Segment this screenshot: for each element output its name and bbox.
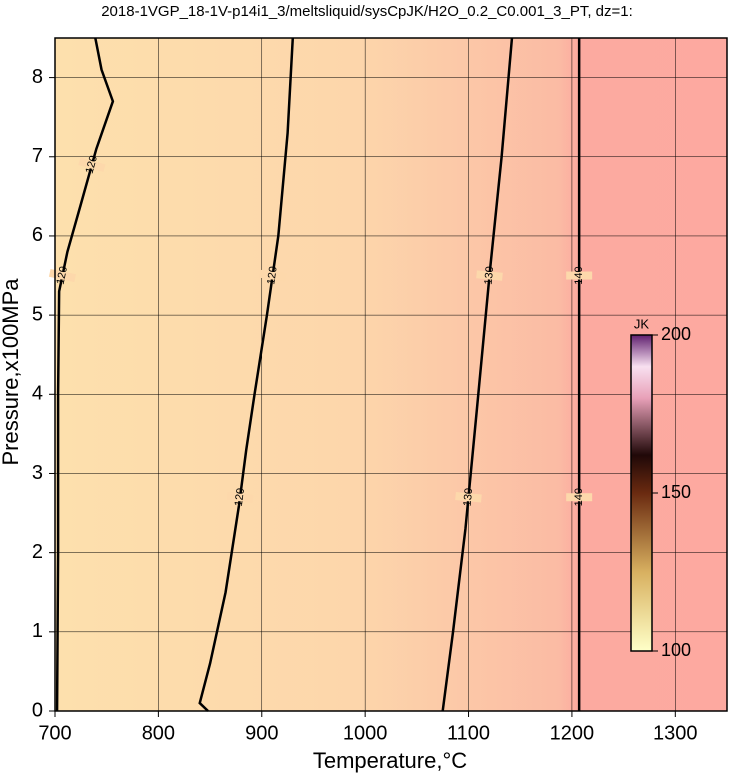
y-tick-label: 7 (32, 145, 43, 167)
plot-frame (54, 37, 728, 712)
y-tick-label: 2 (32, 541, 43, 563)
x-tick-label: 800 (142, 722, 175, 744)
contour-label-bg (566, 493, 593, 502)
x-tick-label: 900 (245, 722, 278, 744)
contour-label-bg (259, 269, 287, 282)
contour-label-bg (226, 491, 254, 503)
contour-label-bg (476, 270, 503, 281)
y-tick-label: 0 (32, 699, 43, 721)
contour-label: 140 (573, 266, 585, 284)
x-axis-label: Temperature,°C (313, 748, 467, 773)
colorbar: JK 100 150 200 (630, 316, 691, 660)
y-tick-label: 8 (32, 66, 43, 88)
y-axis-label: Pressure,x100MPa (0, 278, 23, 466)
contour-line (198, 37, 295, 712)
x-tick-label: 1200 (550, 722, 595, 744)
contour-label-bg (566, 271, 593, 280)
contour-label: 130 (462, 488, 476, 507)
y-tick-label: 1 (32, 620, 43, 642)
x-tick-label: 1000 (343, 722, 388, 744)
plot-background (55, 38, 727, 711)
chart-title: 2018-1VGP_18-1V-p14i1_3/meltsliquid/sysC… (101, 3, 633, 20)
contour-label: 140 (573, 488, 585, 506)
grid (54, 38, 727, 712)
x-tick-label: 700 (38, 722, 71, 744)
contour-line (441, 37, 514, 712)
contour-label-bg (455, 492, 482, 503)
contour-label: 120 (265, 266, 279, 286)
x-tick-label: 1100 (447, 722, 490, 744)
colorbar-tick-label: 100 (661, 640, 691, 660)
y-tick-label: 5 (32, 303, 43, 325)
y-tick-label: 6 (32, 224, 43, 246)
contour-label: 120 (233, 487, 247, 507)
y-tick-label: 3 (32, 462, 43, 484)
axes: 700 800 900 1000 1100 1200 1300 0 1 2 3 4 5 6 7 8 (32, 37, 728, 744)
y-tick-label: 4 (32, 383, 43, 405)
contour-label: 120 (55, 265, 71, 285)
contour-line (55, 37, 115, 712)
x-tick-label: 1300 (653, 722, 698, 744)
contour-label: 130 (483, 266, 497, 285)
contour-label-bg (78, 157, 106, 173)
colorbar-scale (630, 334, 653, 652)
contour-label: 120 (84, 154, 101, 175)
colorbar-tick-label: 150 (661, 482, 691, 502)
colorbar-tick-label: 200 (661, 324, 691, 344)
colorbar-label: JK (634, 316, 650, 331)
